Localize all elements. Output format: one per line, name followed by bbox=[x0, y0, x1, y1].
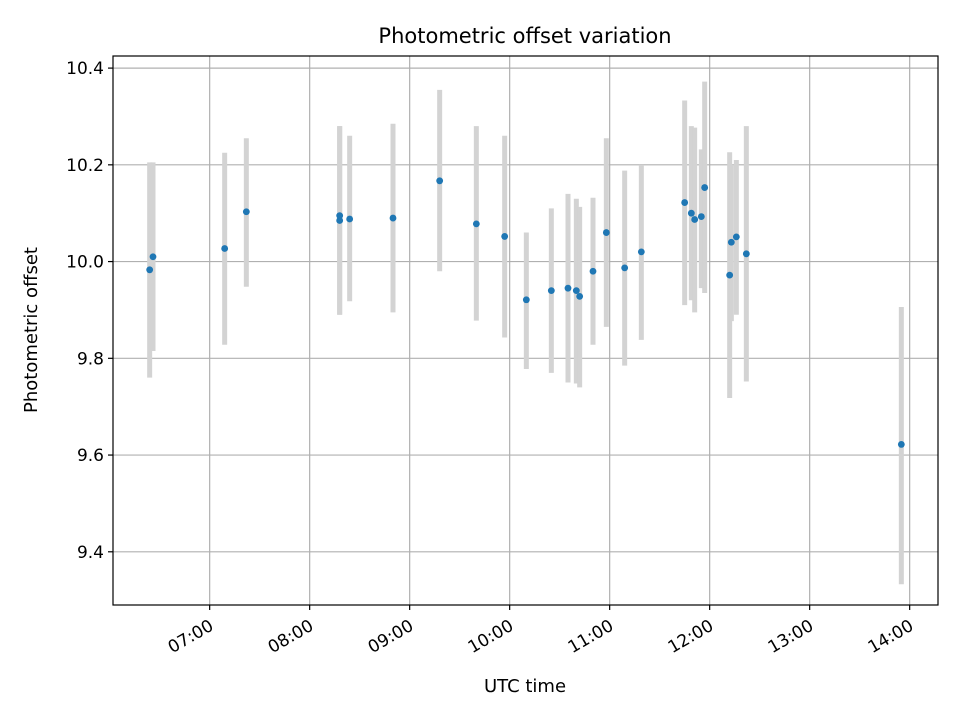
data-point bbox=[242, 208, 250, 216]
data-point bbox=[621, 264, 629, 272]
data-point bbox=[346, 215, 354, 223]
y-tick-label: 9.6 bbox=[77, 446, 104, 466]
data-points bbox=[146, 177, 905, 448]
y-axis-title: Photometric offset bbox=[21, 247, 42, 413]
data-point bbox=[687, 209, 695, 217]
data-point bbox=[336, 212, 344, 220]
y-tick-label: 10.0 bbox=[66, 253, 104, 273]
data-point bbox=[726, 271, 734, 279]
data-point bbox=[697, 213, 705, 220]
data-point bbox=[436, 177, 444, 185]
grid bbox=[113, 56, 938, 605]
data-point bbox=[576, 292, 584, 300]
data-point bbox=[602, 229, 610, 236]
y-tick-label: 9.4 bbox=[77, 543, 104, 563]
data-point bbox=[681, 199, 689, 206]
data-point bbox=[897, 441, 905, 448]
data-point bbox=[501, 233, 509, 240]
plot-frame bbox=[112, 55, 939, 606]
y-tick-label: 10.2 bbox=[66, 156, 104, 176]
chart-title: Photometric offset variation bbox=[378, 24, 671, 48]
data-point bbox=[572, 287, 580, 294]
data-point bbox=[637, 248, 645, 256]
data-point bbox=[727, 238, 735, 246]
y-tick-label: 9.8 bbox=[77, 349, 104, 369]
y-tick-label: 10.4 bbox=[66, 59, 104, 79]
y-axis: 9.4 9.6 9.8 10.0 10.2 10.4 bbox=[66, 59, 113, 563]
data-point bbox=[522, 296, 530, 304]
data-point bbox=[472, 220, 480, 228]
data-point bbox=[146, 266, 154, 274]
data-point bbox=[691, 216, 699, 223]
data-point bbox=[701, 184, 709, 191]
data-point bbox=[589, 267, 597, 275]
data-point bbox=[149, 253, 157, 261]
data-point bbox=[742, 250, 750, 258]
data-point bbox=[336, 217, 344, 224]
data-point bbox=[221, 245, 229, 252]
data-point bbox=[389, 214, 397, 222]
data-point bbox=[547, 287, 555, 294]
x-axis-title: UTC time bbox=[484, 676, 566, 697]
data-point bbox=[732, 233, 740, 241]
data-point bbox=[564, 284, 572, 292]
